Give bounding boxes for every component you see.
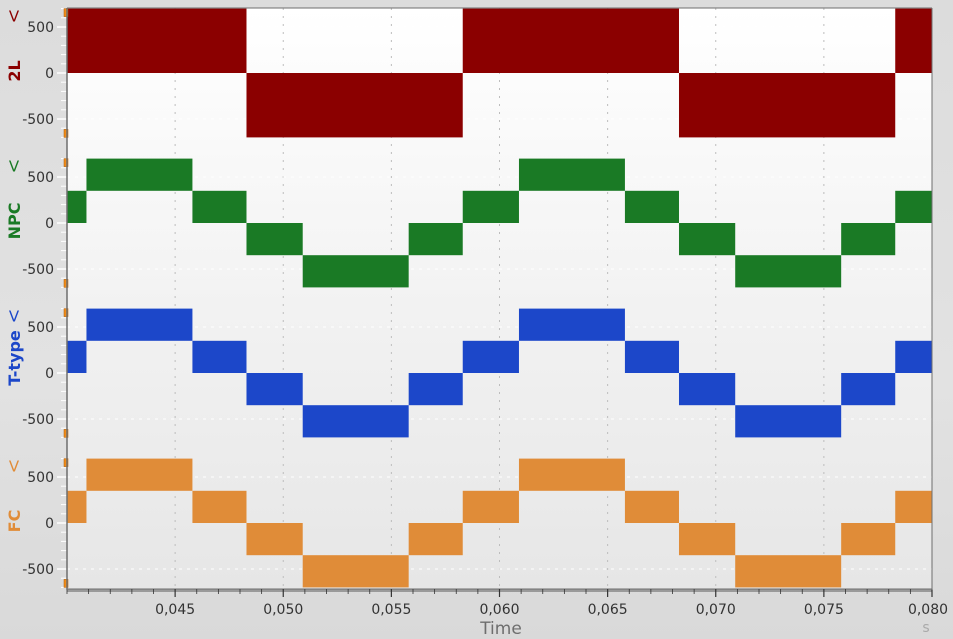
x-tick-label: 0,065 xyxy=(588,602,628,618)
x-axis-unit: s xyxy=(922,620,929,636)
waveform-segment-fc xyxy=(246,523,303,556)
waveform-segment-npc xyxy=(841,223,896,256)
waveform-segment-fc xyxy=(408,523,463,556)
waveform-segment-fc xyxy=(678,523,736,556)
y-tick-label: -500 xyxy=(22,262,54,278)
range-marker-handle[interactable] xyxy=(63,579,69,588)
x-tick-label: 0,075 xyxy=(804,602,844,618)
waveform-segment-npc xyxy=(624,190,679,223)
waveform-segment-2l xyxy=(67,8,247,74)
y-axes: 5000-500V2L5000-500VNPC5000-500VT-type50… xyxy=(5,7,69,588)
panel-label-fc: FC xyxy=(5,510,24,533)
x-tick-label: 0,050 xyxy=(263,602,303,618)
waveform-segment-t-type xyxy=(735,405,842,438)
waveform-segment-npc xyxy=(462,190,519,223)
waveforms xyxy=(67,8,932,588)
y-tick-label: -500 xyxy=(22,112,54,128)
waveform-segment-npc xyxy=(895,190,932,223)
y-tick-label: 500 xyxy=(27,170,54,186)
x-tick-label: 0,055 xyxy=(371,602,411,618)
range-marker-handle[interactable] xyxy=(63,158,69,167)
y-unit-label-fc: V xyxy=(9,457,20,475)
waveform-segment-fc xyxy=(302,555,409,588)
waveform-segment-fc xyxy=(841,523,896,556)
x-tick-label: 0,060 xyxy=(479,602,519,618)
range-marker-handle[interactable] xyxy=(63,458,69,467)
range-marker-handle[interactable] xyxy=(63,308,69,317)
x-tick-label: 0,080 xyxy=(908,602,948,618)
y-tick-label: -500 xyxy=(22,412,54,428)
y-tick-label: 500 xyxy=(27,20,54,36)
y-tick-label: 0 xyxy=(45,66,54,82)
waveform-segment-npc xyxy=(518,158,625,191)
waveform-segment-t-type xyxy=(841,373,896,406)
waveform-segment-t-type xyxy=(624,340,679,373)
waveform-segment-npc xyxy=(302,255,409,288)
y-tick-label: 500 xyxy=(27,320,54,336)
waveform-segment-npc xyxy=(86,158,193,191)
range-marker-handle[interactable] xyxy=(63,279,69,288)
waveform-segment-2l xyxy=(895,8,932,74)
waveform-segment-npc xyxy=(192,190,247,223)
waveform-segment-t-type xyxy=(462,340,519,373)
waveform-segment-npc xyxy=(67,190,87,223)
y-tick-label: 500 xyxy=(27,470,54,486)
y-tick-label: -500 xyxy=(22,562,54,578)
panel-label-t-type: T-type xyxy=(5,330,24,386)
panel-label-2l: 2L xyxy=(5,60,24,81)
waveform-segment-npc xyxy=(678,223,736,256)
waveform-segment-t-type xyxy=(678,373,736,406)
y-tick-label: 0 xyxy=(45,366,54,382)
waveform-segment-fc xyxy=(86,458,193,491)
y-unit-label-npc: V xyxy=(9,157,20,175)
waveform-segment-2l xyxy=(678,73,896,138)
waveform-segment-npc xyxy=(735,255,842,288)
waveform-segment-t-type xyxy=(192,340,247,373)
waveform-segment-fc xyxy=(735,555,842,588)
x-tick-label: 0,070 xyxy=(696,602,736,618)
x-axis-title: Time xyxy=(479,619,522,639)
y-tick-label: 0 xyxy=(45,516,54,532)
x-axis: 0,045 0,050 0,055 0,060 0,065 0,070 0,075 0,080 xyxy=(66,588,948,618)
range-marker-handle[interactable] xyxy=(63,429,69,438)
waveform-segment-t-type xyxy=(302,405,409,438)
waveform-segment-t-type xyxy=(408,373,463,406)
y-tick-label: 0 xyxy=(45,216,54,232)
waveform-segment-2l xyxy=(462,8,679,74)
range-marker-handle[interactable] xyxy=(63,129,69,138)
waveform-segment-npc xyxy=(408,223,463,256)
waveform-segment-2l xyxy=(246,73,463,138)
range-marker-handle[interactable] xyxy=(63,8,69,17)
waveform-segment-fc xyxy=(462,490,519,523)
waveform-segment-fc xyxy=(518,458,625,491)
waveform-segment-t-type xyxy=(895,340,932,373)
waveform-segment-t-type xyxy=(67,340,87,373)
waveform-segment-fc xyxy=(624,490,679,523)
waveform-segment-fc xyxy=(895,490,932,523)
waveform-segment-t-type xyxy=(518,308,625,341)
panel-label-npc: NPC xyxy=(5,203,24,240)
waveform-segment-fc xyxy=(192,490,247,523)
waveform-segment-t-type xyxy=(246,373,303,406)
waveform-segment-npc xyxy=(246,223,303,256)
waveform-segment-fc xyxy=(67,490,87,523)
waveform-segment-t-type xyxy=(86,308,193,341)
y-unit-label-2l: V xyxy=(9,7,20,25)
x-tick-label: 0,045 xyxy=(155,602,195,618)
y-unit-label-t-type: V xyxy=(9,307,20,325)
